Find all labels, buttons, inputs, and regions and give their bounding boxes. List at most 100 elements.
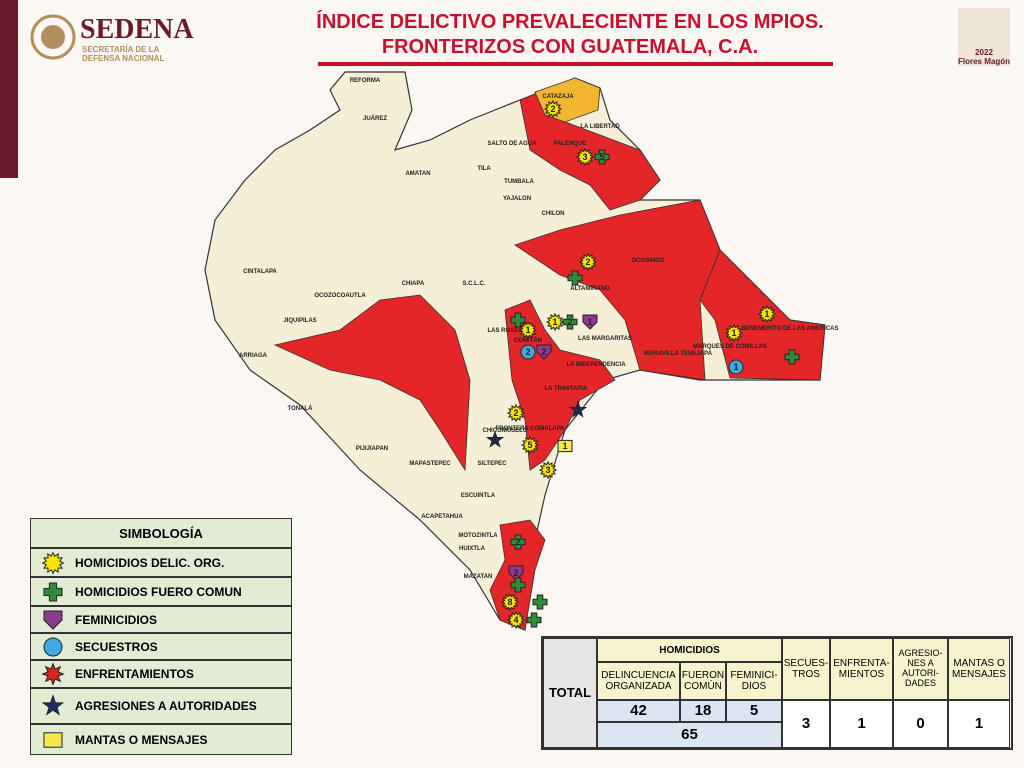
marker-label: 1 [587, 317, 592, 327]
legend-title: SIMBOLOGÍA [30, 518, 292, 548]
value: 18 [680, 700, 726, 722]
marker: 2 [562, 314, 578, 330]
legend-text: SECUESTROS [75, 639, 158, 654]
symbol-homicidio-do [543, 99, 563, 119]
column-header: FEMINICI- DIOS [726, 662, 782, 700]
legend-item: SECUESTROS [30, 633, 292, 660]
map-label: LA INDEPENDENCIA [566, 362, 626, 368]
marker: 8 [500, 592, 520, 612]
symbol-feminicidio [43, 610, 63, 630]
region [514, 199, 721, 381]
map-label: AMATAN [405, 171, 430, 177]
marker [526, 612, 542, 628]
column-header: FUERON COMÚN [680, 662, 726, 700]
title-line: ÍNDICE DELICTIVO PREVALECIENTE EN LOS MP… [316, 11, 824, 33]
marker-label: 3 [545, 465, 550, 475]
map-label: MARQUES DE COMILLAS [693, 344, 767, 350]
value: 1 [830, 700, 893, 748]
map-label: LAS MARGARITAS [578, 336, 632, 342]
marker-label: 2 [541, 347, 546, 357]
map-label: JUÁREZ [363, 115, 387, 122]
legend-text: HOMICIDIOS FUERO COMUN [75, 584, 242, 599]
map-label: LA TRINITARIA [545, 386, 589, 392]
marker: 2 [536, 344, 552, 360]
brand-line: SECRETARÍA DE LA [82, 45, 160, 54]
legend-item: HOMICIDIOS DELIC. ORG. [30, 548, 292, 577]
symbol-feminicidio [508, 565, 524, 581]
marker: 1 [545, 312, 565, 332]
map-label: SILTEPEC [478, 461, 508, 467]
column-header: DELINCUENCIA ORGANIZADA [597, 662, 680, 700]
marker: 2 [508, 565, 524, 581]
marker-label: 1 [575, 405, 580, 415]
marker-label: 1 [733, 362, 738, 372]
table-frame [541, 636, 1013, 750]
marker [567, 270, 583, 286]
column-header-line: FEMINICI- [730, 670, 778, 681]
marker: 1 [728, 359, 744, 375]
map-label: HUIXTLA [459, 546, 486, 552]
legend-symbol [41, 551, 65, 575]
logo-line: 2022 [975, 48, 993, 57]
symbol-homicidio-do [506, 403, 526, 423]
map-label: CINTALAPA [243, 269, 277, 275]
legend-symbol [43, 582, 63, 601]
marker-label: 2 [515, 537, 520, 547]
logo: 2022 Flores Magón [958, 8, 1010, 66]
map-label: OCOZOCOAUTLA [314, 293, 366, 299]
marker-label: 1 [764, 309, 769, 319]
symbol-secuestro [728, 359, 744, 375]
legend-symbol [41, 662, 65, 686]
regions-red [273, 89, 826, 631]
legend-text: AGRESIONES A AUTORIDADES [75, 699, 257, 713]
column-header-line: AUTORI- [902, 668, 939, 678]
marker-label: 2 [525, 347, 530, 357]
homicidios-header: HOMICIDIOS [597, 638, 782, 662]
symbol-homicidio-fc [562, 314, 578, 330]
symbol-manta [557, 439, 573, 453]
column-header-line: AGRESIO- [898, 648, 943, 659]
column-header-line: ORGANIZADA [605, 681, 672, 692]
marker: 4 [506, 610, 526, 630]
marker: 1 [568, 400, 588, 418]
symbol-agresion [485, 430, 505, 448]
map-label: LA LIBERTAD [580, 124, 620, 130]
emblem [30, 14, 76, 60]
symbol-homicidio-do [506, 610, 526, 630]
map-label: MARAVILLA TENEJAPA [644, 351, 713, 357]
column-header-line: DELINCUENCIA [601, 670, 676, 681]
legend-text: FEMINICIDIOS [75, 612, 158, 627]
marker: 2 [506, 403, 526, 423]
map-label: JIQUIPILAS [283, 318, 316, 324]
symbol-homicidio-do [757, 304, 777, 324]
marker-label: 1 [525, 325, 530, 335]
symbol-homicidio-do [575, 147, 595, 167]
value: 5 [726, 700, 782, 722]
map-label: MOTOZINTLA [458, 533, 498, 539]
column-header-line: ENFRENTA- [833, 658, 890, 669]
marker [532, 594, 548, 610]
symbol-feminicidio [536, 344, 552, 360]
legend-item: AGRESIONES A AUTORIDADES [30, 688, 292, 724]
symbol-homicidio-do [520, 435, 540, 455]
marker-label: 2 [550, 104, 555, 114]
symbol-homicidio-fc [510, 577, 526, 593]
map-label: COMITÁN [514, 337, 542, 344]
marker-label: 1 [562, 441, 567, 451]
legend-text: ENFRENTAMIENTOS [75, 667, 194, 681]
logo-line: Flores Magón [958, 57, 1011, 66]
map-label: YAJALON [503, 196, 531, 202]
marker: 1 [582, 314, 598, 330]
marker-label: 4 [513, 615, 518, 625]
marker-label: 2 [513, 408, 518, 418]
map-label: TONALÁ [288, 405, 314, 412]
value: 42 [597, 700, 680, 722]
map-label: ARRIAGA [239, 353, 268, 359]
brand-sub: SECRETARÍA DE LA DEFENSA NACIONAL [82, 45, 164, 63]
title-rule [318, 62, 833, 66]
map-label: TILA [477, 166, 491, 172]
marker: 5 [520, 435, 540, 455]
marker: 2 [510, 534, 526, 550]
map-label: ALTAMIRANO [570, 286, 610, 292]
